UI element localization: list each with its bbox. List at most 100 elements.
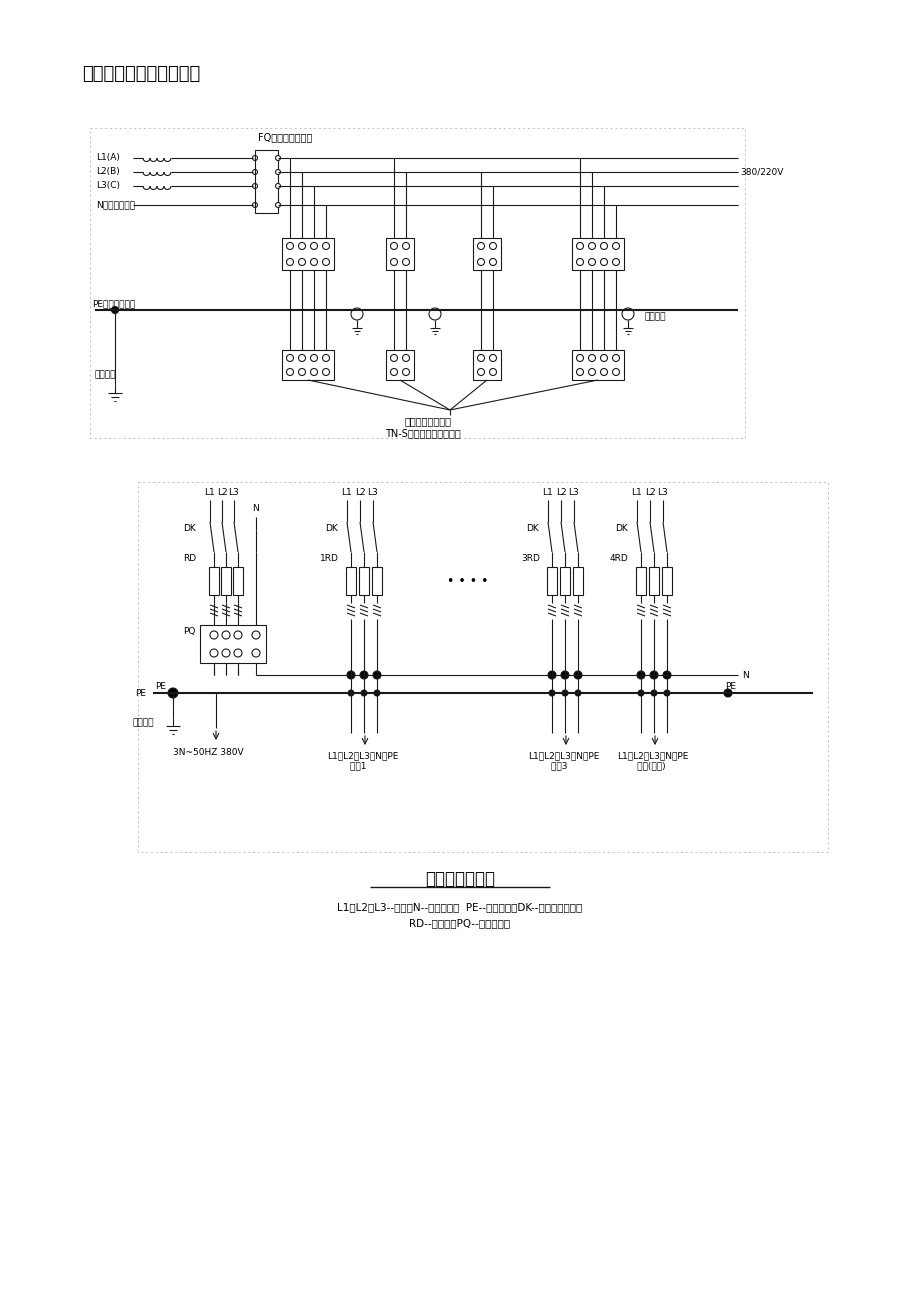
Circle shape <box>298 242 305 250</box>
Circle shape <box>489 242 496 250</box>
Text: L2: L2 <box>217 488 227 497</box>
Text: L3(C): L3(C) <box>96 181 119 190</box>
Circle shape <box>576 354 583 362</box>
Bar <box>233 566 243 595</box>
Text: 4RD: 4RD <box>609 553 628 562</box>
Bar <box>560 566 570 595</box>
Circle shape <box>311 259 317 266</box>
Text: RD: RD <box>183 553 196 562</box>
Bar <box>346 566 356 595</box>
Circle shape <box>477 259 484 266</box>
Text: DK: DK <box>183 523 196 533</box>
Bar <box>547 566 556 595</box>
Bar <box>472 350 501 380</box>
Text: 至各分配电箱和开关箱。: 至各分配电箱和开关箱。 <box>82 65 200 83</box>
Circle shape <box>574 690 581 697</box>
Circle shape <box>403 368 409 375</box>
Circle shape <box>576 259 583 266</box>
Circle shape <box>233 648 242 658</box>
Text: PE: PE <box>154 682 165 691</box>
Text: • • • •: • • • • <box>447 575 488 589</box>
Text: L2: L2 <box>355 488 365 497</box>
Bar <box>572 238 623 270</box>
Circle shape <box>489 368 496 375</box>
Bar <box>358 566 369 595</box>
Bar <box>386 238 414 270</box>
Circle shape <box>576 242 583 250</box>
Circle shape <box>390 354 397 362</box>
Bar <box>282 350 334 380</box>
Bar <box>90 128 744 437</box>
Text: 3N~50HZ 380V: 3N~50HZ 380V <box>173 749 244 756</box>
Circle shape <box>252 203 257 207</box>
Text: L3: L3 <box>229 488 239 497</box>
Circle shape <box>298 368 305 375</box>
Circle shape <box>403 354 409 362</box>
Circle shape <box>477 242 484 250</box>
Bar <box>282 238 334 270</box>
Text: TN-S配电保护系统示意图: TN-S配电保护系统示意图 <box>384 428 460 437</box>
Text: L2(B): L2(B) <box>96 167 119 176</box>
Circle shape <box>548 671 555 680</box>
Bar <box>221 566 231 595</box>
Circle shape <box>374 690 380 697</box>
Text: PE（保护零线）: PE（保护零线） <box>92 299 135 309</box>
Circle shape <box>637 690 643 697</box>
Text: L3: L3 <box>657 488 667 497</box>
Text: L1(A): L1(A) <box>96 154 119 161</box>
Bar <box>635 566 645 595</box>
Bar <box>371 566 381 595</box>
Circle shape <box>233 631 242 639</box>
Circle shape <box>600 242 607 250</box>
Circle shape <box>650 671 657 680</box>
Circle shape <box>275 169 280 174</box>
Circle shape <box>168 687 177 698</box>
Text: L1、L2、L3、N、PE
       照明(单相): L1、L2、L3、N、PE 照明(单相) <box>617 751 687 771</box>
Circle shape <box>298 354 305 362</box>
Text: RD--熔断器；PQ--漏电保护器: RD--熔断器；PQ--漏电保护器 <box>409 918 510 928</box>
Circle shape <box>612 259 618 266</box>
Circle shape <box>346 671 355 680</box>
Circle shape <box>311 354 317 362</box>
Circle shape <box>390 242 397 250</box>
Circle shape <box>723 689 732 697</box>
Bar <box>255 150 278 214</box>
Circle shape <box>588 259 595 266</box>
Text: 1RD: 1RD <box>320 553 338 562</box>
Bar <box>662 566 671 595</box>
Circle shape <box>252 169 257 174</box>
Circle shape <box>286 368 293 375</box>
Circle shape <box>390 259 397 266</box>
Circle shape <box>275 184 280 189</box>
Text: N: N <box>253 504 259 513</box>
Bar <box>648 566 658 595</box>
Text: L1、L2、L3、N、PE
        动力1: L1、L2、L3、N、PE 动力1 <box>326 751 398 771</box>
Circle shape <box>210 648 218 658</box>
Bar <box>573 566 583 595</box>
Text: L3: L3 <box>368 488 378 497</box>
Text: PE: PE <box>135 689 146 698</box>
Text: 重复接地: 重复接地 <box>133 717 154 727</box>
Circle shape <box>403 259 409 266</box>
Circle shape <box>651 690 656 697</box>
Text: L2: L2 <box>644 488 654 497</box>
Circle shape <box>636 671 644 680</box>
Text: PQ: PQ <box>183 628 195 635</box>
Text: L1: L1 <box>542 488 552 497</box>
Circle shape <box>573 671 582 680</box>
Text: DK: DK <box>614 523 627 533</box>
Text: L2: L2 <box>555 488 566 497</box>
Circle shape <box>360 690 367 697</box>
Circle shape <box>403 242 409 250</box>
Text: N: N <box>742 671 748 680</box>
Circle shape <box>372 671 380 680</box>
Circle shape <box>390 368 397 375</box>
Circle shape <box>252 648 260 658</box>
Text: 工作接地: 工作接地 <box>95 370 117 379</box>
Circle shape <box>252 155 257 160</box>
Circle shape <box>311 368 317 375</box>
Circle shape <box>664 690 669 697</box>
Text: DK: DK <box>324 523 337 533</box>
Circle shape <box>576 368 583 375</box>
Circle shape <box>347 690 354 697</box>
